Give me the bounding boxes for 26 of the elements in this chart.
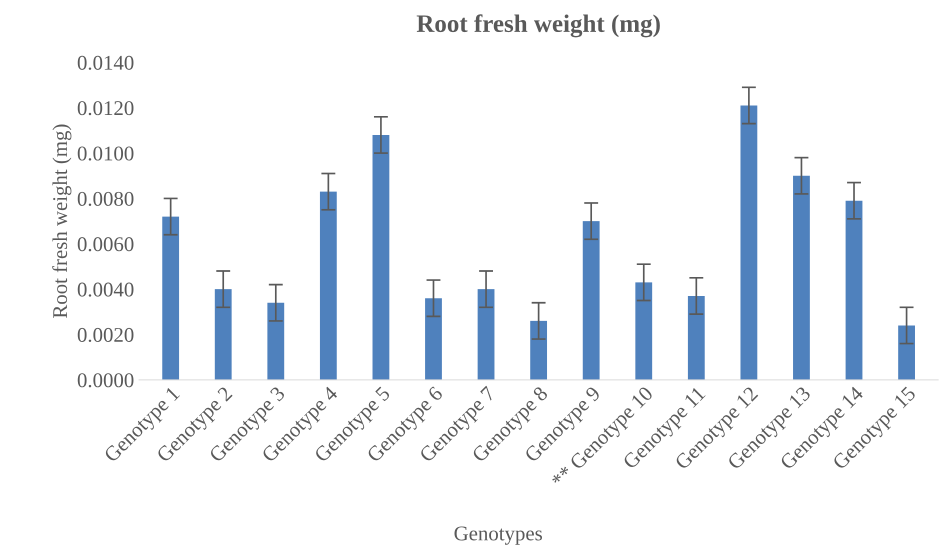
bar xyxy=(214,289,232,380)
y-tick-label: 0.0000 xyxy=(78,373,134,388)
bar xyxy=(320,192,337,380)
y-tick-label: 0.0040 xyxy=(78,282,134,297)
bar xyxy=(530,320,548,380)
y-tick-label: 0.0100 xyxy=(78,146,134,161)
bar xyxy=(267,302,284,380)
bar xyxy=(688,296,705,380)
bar xyxy=(793,176,810,380)
y-tick-label: 0.0020 xyxy=(78,328,134,342)
bar xyxy=(162,216,180,380)
bar xyxy=(425,298,442,380)
bar xyxy=(898,325,915,380)
bar xyxy=(582,221,600,380)
x-axis-title: Genotypes xyxy=(454,526,542,545)
y-tick-label: 0.0080 xyxy=(78,192,134,206)
bar xyxy=(478,289,494,380)
y-axis-title: Root fresh weight (mg) xyxy=(52,124,72,318)
chart-title: Root fresh weight (mg) xyxy=(416,14,660,38)
y-tick-label: 0.0060 xyxy=(78,237,134,252)
bar xyxy=(372,134,390,380)
y-tick-label: 0.0140 xyxy=(78,56,134,70)
y-tick-label: 0.0120 xyxy=(78,101,134,116)
bar xyxy=(635,282,652,380)
bar xyxy=(846,200,862,380)
bar xyxy=(740,105,758,380)
